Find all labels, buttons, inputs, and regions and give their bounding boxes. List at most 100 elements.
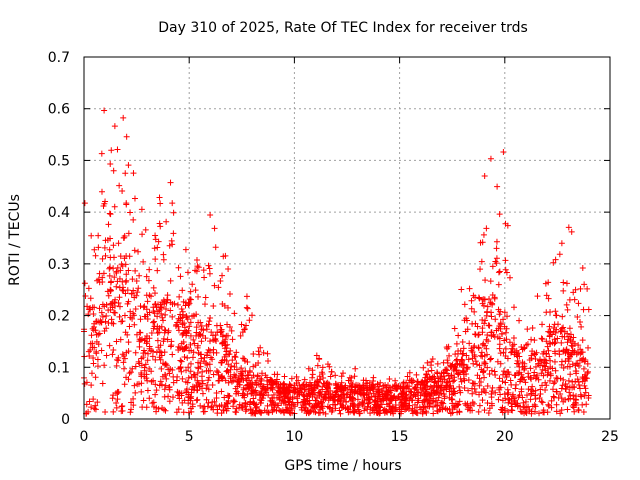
data-point bbox=[468, 297, 475, 304]
data-point bbox=[176, 395, 183, 402]
data-point bbox=[227, 347, 234, 354]
data-point bbox=[540, 409, 547, 416]
data-point bbox=[485, 409, 492, 416]
data-point bbox=[91, 304, 98, 311]
data-point bbox=[215, 371, 222, 378]
data-point bbox=[560, 364, 567, 371]
data-point bbox=[232, 385, 239, 392]
data-point bbox=[568, 351, 575, 358]
data-point bbox=[177, 357, 184, 364]
data-point bbox=[459, 338, 466, 345]
data-point bbox=[122, 170, 129, 177]
data-point bbox=[281, 373, 288, 380]
data-point bbox=[456, 387, 463, 394]
data-point bbox=[314, 362, 321, 369]
data-point bbox=[398, 408, 405, 415]
data-point bbox=[183, 389, 190, 396]
data-point bbox=[516, 369, 523, 376]
data-point bbox=[142, 361, 149, 368]
data-point bbox=[249, 312, 256, 319]
data-point bbox=[110, 167, 117, 174]
data-point bbox=[231, 353, 238, 360]
data-point bbox=[351, 373, 358, 380]
data-point bbox=[338, 386, 345, 393]
data-point bbox=[85, 285, 92, 292]
data-point bbox=[491, 294, 498, 301]
data-point bbox=[395, 394, 402, 401]
data-point bbox=[322, 410, 329, 417]
x-tick-label: 10 bbox=[285, 429, 303, 445]
data-point bbox=[537, 391, 544, 398]
data-point bbox=[507, 377, 514, 384]
data-point bbox=[497, 350, 504, 357]
data-point bbox=[347, 389, 354, 396]
data-point bbox=[502, 345, 509, 352]
plot-frame bbox=[83, 56, 611, 420]
data-point bbox=[409, 405, 416, 412]
data-point bbox=[150, 319, 157, 326]
data-point bbox=[548, 397, 555, 404]
data-point bbox=[160, 251, 167, 258]
data-point bbox=[475, 332, 482, 339]
data-point bbox=[579, 378, 586, 385]
data-point bbox=[246, 401, 253, 408]
data-point bbox=[564, 306, 571, 313]
data-point bbox=[481, 173, 488, 180]
data-point bbox=[193, 311, 200, 318]
data-point bbox=[570, 334, 577, 341]
data-point bbox=[244, 381, 251, 388]
data-point bbox=[325, 389, 332, 396]
data-point bbox=[487, 356, 494, 363]
data-point bbox=[514, 403, 521, 410]
data-point bbox=[223, 345, 230, 352]
data-point bbox=[482, 360, 489, 367]
data-point bbox=[508, 400, 515, 407]
data-point bbox=[337, 397, 344, 404]
data-point bbox=[560, 287, 567, 294]
data-point bbox=[131, 247, 138, 254]
data-point bbox=[466, 285, 473, 292]
data-point bbox=[455, 332, 462, 339]
data-point bbox=[123, 374, 130, 381]
data-points bbox=[81, 107, 592, 417]
data-point bbox=[182, 246, 189, 253]
data-point bbox=[127, 209, 134, 216]
data-point bbox=[246, 369, 253, 376]
data-point bbox=[138, 355, 145, 362]
data-point bbox=[236, 381, 243, 388]
data-point bbox=[471, 308, 478, 315]
data-point bbox=[103, 312, 110, 319]
data-point bbox=[505, 396, 512, 403]
data-point bbox=[446, 388, 453, 395]
data-point bbox=[121, 381, 128, 388]
data-point bbox=[459, 367, 466, 374]
data-point bbox=[570, 392, 577, 399]
data-point bbox=[536, 395, 543, 402]
data-point bbox=[557, 410, 564, 417]
data-point bbox=[119, 318, 126, 325]
y-tick-label: 0.4 bbox=[48, 205, 70, 221]
data-point bbox=[493, 245, 500, 252]
data-point bbox=[544, 343, 551, 350]
data-point bbox=[206, 361, 213, 368]
data-point bbox=[125, 267, 132, 274]
data-point bbox=[495, 325, 502, 332]
data-point bbox=[380, 385, 387, 392]
data-point bbox=[406, 377, 413, 384]
data-point bbox=[199, 390, 206, 397]
data-point bbox=[106, 246, 113, 253]
data-point bbox=[265, 357, 272, 364]
data-point bbox=[127, 409, 134, 416]
data-point bbox=[508, 381, 515, 388]
data-point bbox=[539, 336, 546, 343]
data-point bbox=[431, 382, 438, 389]
data-point bbox=[568, 342, 575, 349]
data-point bbox=[503, 269, 510, 276]
data-point bbox=[153, 404, 160, 411]
data-point bbox=[124, 300, 131, 307]
data-point bbox=[545, 295, 552, 302]
data-point bbox=[477, 266, 484, 273]
data-point bbox=[475, 408, 482, 415]
data-point bbox=[177, 315, 184, 322]
data-point bbox=[130, 287, 137, 294]
